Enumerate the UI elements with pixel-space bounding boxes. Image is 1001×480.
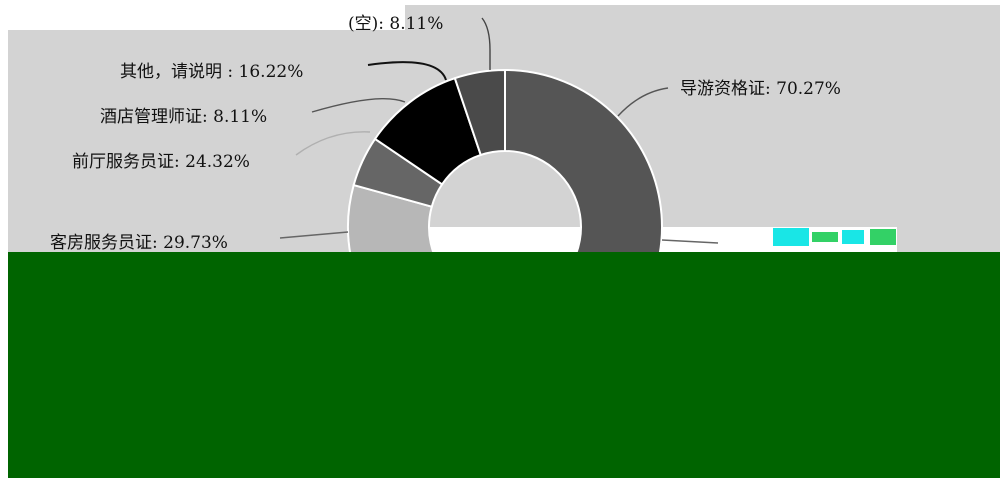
leader-line-hotel-manager [311,98,406,113]
leader-line-front-desk [295,131,371,156]
leader-line-right-slice [661,239,719,244]
leader-line-empty [481,17,491,70]
slice-label-hotel-manager: 酒店管理师证: 8.11% [100,107,267,127]
unreadable-label-fragment [773,228,896,246]
leader-lines [279,17,719,244]
leader-line-guide [617,87,669,117]
noise-block-2 [812,232,838,242]
leader-line-room-service [279,231,349,239]
donut-slice-5 [453,68,506,157]
panel-right-edge [897,227,1000,253]
slice-label-guide: 导游资格证: 70.27% [680,79,841,99]
slice-label-empty: (空): 8.11% [348,14,443,34]
panel-left [8,30,405,252]
slice-label-room-service: 客房服务员证: 29.73% [50,233,228,253]
noise-block-4 [870,229,896,245]
noise-block-1 [773,228,809,246]
slice-label-front-desk: 前厅服务员证: 24.32% [72,152,250,172]
noise-block-3 [842,230,864,244]
slice-label-other: 其他，请说明 : 16.22% [120,62,303,82]
leader-line-other [367,61,447,81]
occluding-block [8,252,1000,478]
